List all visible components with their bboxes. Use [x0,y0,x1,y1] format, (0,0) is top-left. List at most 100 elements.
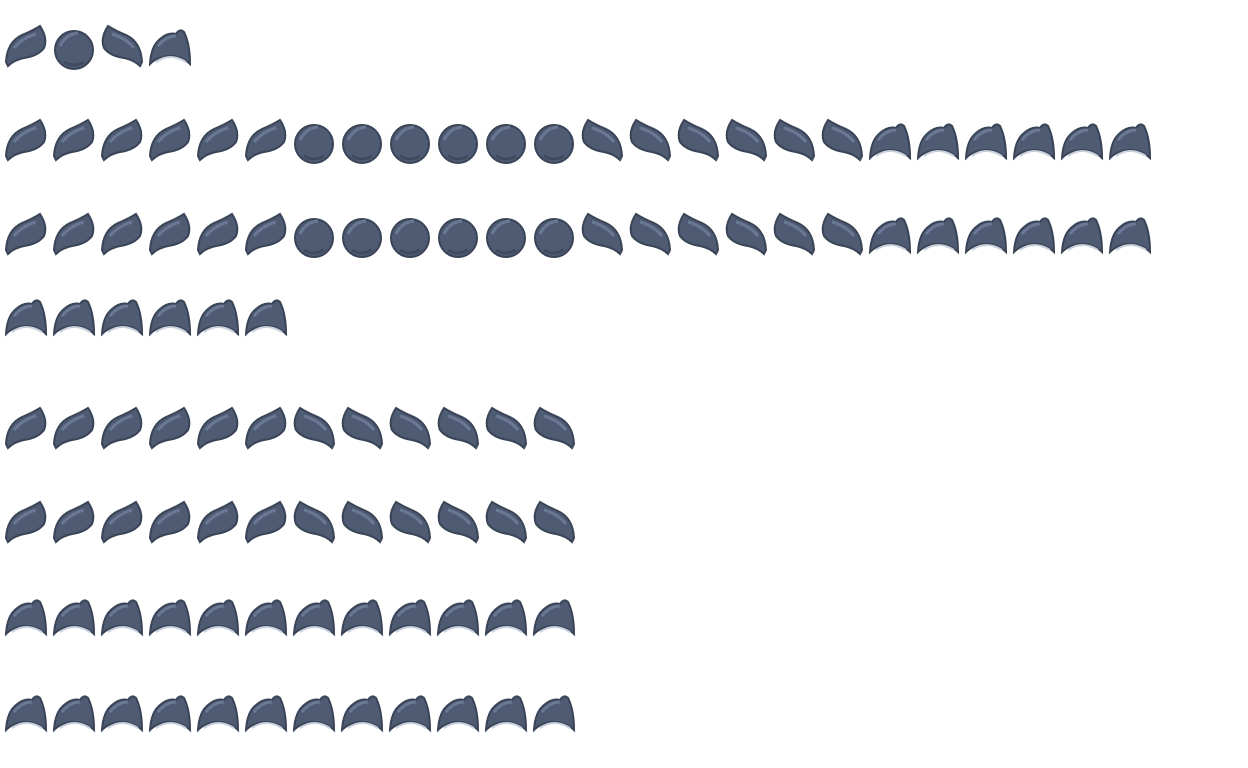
sprite [100,298,144,336]
sprite [1060,122,1104,160]
sprite [244,694,288,732]
sprite [196,118,239,162]
sprite [100,212,143,256]
sprite [52,118,95,162]
sprite [341,500,384,544]
sprite [148,118,191,162]
sprite [52,406,95,450]
sprite [293,406,336,450]
sprite [148,212,191,256]
sprite [4,212,47,256]
sprite [533,123,575,165]
sprite [964,122,1008,160]
sprite [773,118,816,162]
sprite [532,598,576,636]
sprite [485,217,527,259]
sprite [148,406,191,450]
sprite [148,298,192,336]
sprite [964,216,1008,254]
sprite [868,122,912,160]
sprite [677,118,720,162]
sprite [244,118,287,162]
sprite [533,406,576,450]
sprite [773,212,816,256]
sprite [148,694,192,732]
sprite [53,29,95,71]
sprite [52,298,96,336]
sprite [4,298,48,336]
sprite [196,500,239,544]
sprite [437,500,480,544]
sprite [52,500,95,544]
sprite [436,694,480,732]
sprite [581,212,624,256]
sprite [916,216,960,254]
sprite [148,500,191,544]
sprite [341,217,383,259]
sprite [4,694,48,732]
sprite [484,694,528,732]
sprite [293,217,335,259]
sprite [1060,216,1104,254]
sprite [485,500,528,544]
sprite [196,212,239,256]
sprite [821,212,864,256]
sprite [677,212,720,256]
sprite [1108,122,1152,160]
sprite [1012,216,1056,254]
sprite [244,406,287,450]
sprite [389,123,431,165]
sprite [196,406,239,450]
sprite [4,24,47,68]
sprite [340,694,384,732]
sprite [533,500,576,544]
sprite [244,298,288,336]
sprite [100,500,143,544]
sprite [485,123,527,165]
sprite [244,212,287,256]
sprite [52,694,96,732]
sprite [148,598,192,636]
sprite [100,694,144,732]
sprite [244,500,287,544]
sprite [629,118,672,162]
sprite [725,212,768,256]
sprite [388,694,432,732]
sprite [532,694,576,732]
sprite [340,598,384,636]
sprite [52,598,96,636]
sprite [341,406,384,450]
sprite [533,217,575,259]
sprite [485,406,528,450]
sprite [389,406,432,450]
sprite [244,598,288,636]
sprite [388,598,432,636]
sprite [100,406,143,450]
sprite [389,217,431,259]
sprite [293,123,335,165]
sprite [292,694,336,732]
sprite [916,122,960,160]
sprite [868,216,912,254]
sprite [484,598,528,636]
sprite [4,406,47,450]
sprite [1012,122,1056,160]
sprite [4,598,48,636]
sprite [437,406,480,450]
sprite [629,212,672,256]
sprite [581,118,624,162]
sprite [148,28,192,66]
sprite [293,500,336,544]
sprite [725,118,768,162]
sprite [1108,216,1152,254]
sprite [101,24,144,68]
sprite [196,298,240,336]
sprite [100,118,143,162]
sprite [437,217,479,259]
sprite [4,500,47,544]
sprite [821,118,864,162]
sprite [196,598,240,636]
sprite [196,694,240,732]
